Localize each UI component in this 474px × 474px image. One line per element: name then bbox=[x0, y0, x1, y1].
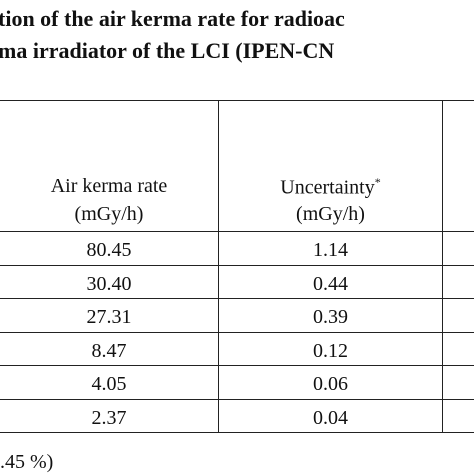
title-line: tion of the air kerma rate for radioac bbox=[0, 6, 345, 31]
column-header: Uncertainty* bbox=[219, 175, 442, 200]
column-header-text: Uncertainty bbox=[280, 176, 375, 199]
row-rule bbox=[0, 365, 474, 366]
table-cell: 4.05 bbox=[91, 373, 127, 395]
table-cell: 0.04 bbox=[313, 406, 348, 429]
table-cell: 8.47 bbox=[91, 339, 127, 362]
column-rule bbox=[218, 101, 219, 432]
table-cell: 1.14 bbox=[313, 239, 348, 261]
table-cell: 0.06 bbox=[313, 373, 348, 395]
table-rule bbox=[0, 231, 474, 232]
footnote-marker: * bbox=[374, 175, 381, 189]
column-rule bbox=[442, 101, 443, 432]
row-rule bbox=[0, 432, 474, 433]
footnote: .45 %) bbox=[0, 451, 54, 473]
title-line: ma irradiator of the LCI (IPEN-CN bbox=[0, 38, 335, 63]
table-cell: 80.45 bbox=[86, 239, 132, 261]
row-rule bbox=[0, 399, 474, 400]
table-cell: 2.37 bbox=[91, 406, 127, 429]
table-cell: 30.40 bbox=[86, 272, 132, 295]
row-rule bbox=[0, 265, 474, 266]
table-cell: 0.12 bbox=[313, 339, 348, 362]
column-unit: (mGy/h) bbox=[74, 203, 144, 225]
table-cell: 27.31 bbox=[86, 306, 132, 328]
table-cell: 0.39 bbox=[313, 306, 348, 328]
table-rule bbox=[0, 100, 474, 101]
column-unit: (mGy/h) bbox=[296, 203, 365, 225]
row-rule bbox=[0, 332, 474, 333]
row-rule bbox=[0, 298, 474, 299]
table-cell: 0.44 bbox=[313, 272, 348, 295]
column-header: Air kerma rate bbox=[50, 175, 168, 197]
